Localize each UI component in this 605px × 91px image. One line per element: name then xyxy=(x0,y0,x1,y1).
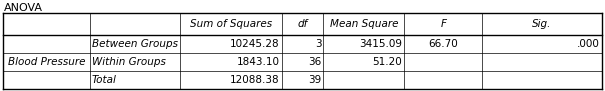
Text: 66.70: 66.70 xyxy=(428,39,458,49)
Text: Within Groups: Within Groups xyxy=(92,57,166,67)
Text: Between Groups: Between Groups xyxy=(92,39,178,49)
Text: ANOVA: ANOVA xyxy=(4,3,43,13)
Text: .000: .000 xyxy=(577,39,600,49)
Text: Blood Pressure: Blood Pressure xyxy=(8,57,85,67)
Text: 51.20: 51.20 xyxy=(373,57,402,67)
Text: Sig.: Sig. xyxy=(532,19,552,29)
Text: Total: Total xyxy=(92,75,117,85)
Text: Sum of Squares: Sum of Squares xyxy=(189,19,272,29)
Text: df: df xyxy=(298,19,307,29)
Text: 1843.10: 1843.10 xyxy=(237,57,280,67)
Text: 3: 3 xyxy=(315,39,321,49)
Text: 3415.09: 3415.09 xyxy=(359,39,402,49)
Text: 12088.38: 12088.38 xyxy=(230,75,280,85)
Text: Mean Square: Mean Square xyxy=(330,19,398,29)
Text: F: F xyxy=(440,19,446,29)
Text: 10245.28: 10245.28 xyxy=(230,39,280,49)
Text: 36: 36 xyxy=(308,57,321,67)
Text: 39: 39 xyxy=(308,75,321,85)
